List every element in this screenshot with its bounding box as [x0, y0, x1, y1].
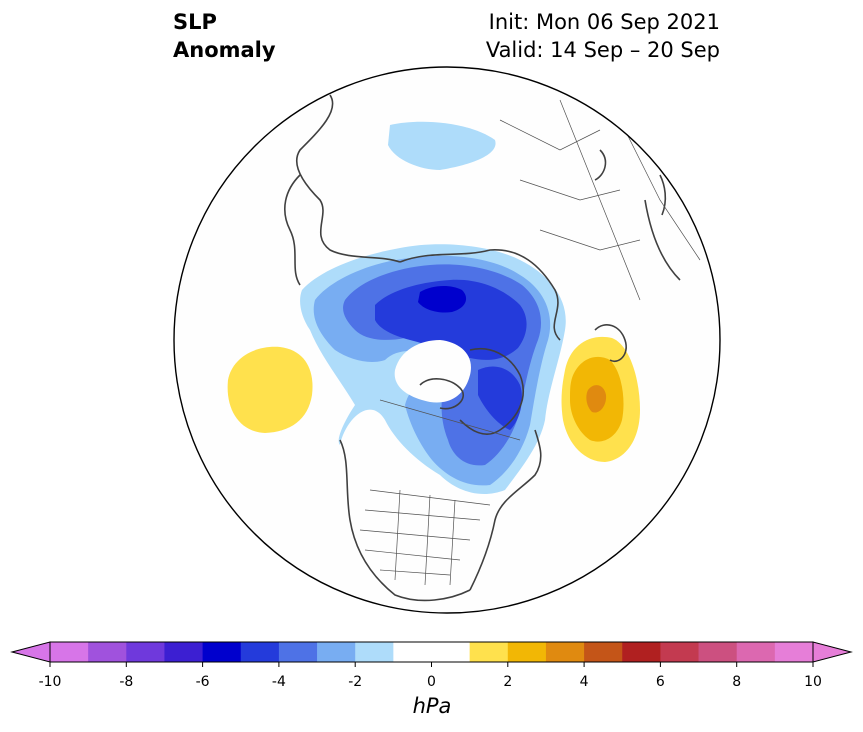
colorbar-tick-label: 10	[804, 674, 822, 690]
colorbar-bin	[202, 642, 242, 662]
negative-anomaly-siberia	[388, 121, 496, 170]
colorbar-bin	[660, 642, 700, 662]
colorbar-tick-label: 6	[655, 674, 665, 690]
colorbar-tick-label: 2	[503, 674, 513, 690]
colorbar-tick-label: 8	[732, 674, 742, 690]
colorbar-bin	[50, 642, 89, 662]
colorbar-bin	[431, 642, 471, 662]
colorbar-bin	[317, 642, 356, 662]
colorbar-bin	[736, 642, 776, 662]
colorbar-bin	[545, 642, 585, 662]
title-line-1: SLP	[173, 10, 217, 34]
colorbar	[10, 641, 853, 667]
coastlines	[284, 94, 681, 602]
colorbar-bin	[240, 642, 280, 662]
map-title: SLP Anomaly	[173, 8, 276, 64]
colorbar-unit: hPa	[412, 694, 452, 718]
positive-anomaly-north-pacific	[227, 346, 313, 433]
colorbar-tick-label: 4	[579, 674, 589, 690]
colorbar-bin	[355, 642, 394, 662]
colorbar-tick-label: -4	[271, 674, 286, 690]
colorbar-extend-max	[812, 641, 853, 663]
colorbar-tick-label: -8	[119, 674, 134, 690]
colorbar-bin	[164, 642, 204, 662]
map-boundary	[173, 66, 721, 614]
colorbar-bin	[774, 642, 814, 662]
polar-map	[173, 66, 721, 614]
colorbar-tick-label: -6	[195, 674, 210, 690]
valid-range: Valid: 14 Sep – 20 Sep	[485, 38, 720, 62]
init-date: Init: Mon 06 Sep 2021	[488, 10, 720, 34]
colorbar-bin	[507, 642, 547, 662]
colorbar-extend-min	[10, 641, 51, 663]
colorbar-bin	[126, 642, 165, 662]
borders	[359, 99, 701, 586]
colorbar-tick-label: -10	[38, 674, 62, 690]
colorbar-tick-label: 0	[427, 674, 436, 690]
colorbar-bin	[584, 642, 623, 662]
colorbar-bin	[393, 642, 432, 662]
colorbar-bin	[469, 642, 509, 662]
date-info: Init: Mon 06 Sep 2021 Valid: 14 Sep – 20…	[486, 8, 720, 64]
colorbar-bin	[698, 642, 738, 662]
colorbar-tick-label: -2	[348, 674, 363, 690]
positive-anomaly-north-atlantic	[561, 336, 640, 462]
title-line-2: Anomaly	[173, 38, 276, 62]
colorbar-bin	[622, 642, 661, 662]
colorbar-bin	[278, 642, 318, 662]
colorbar-bin	[88, 642, 127, 662]
